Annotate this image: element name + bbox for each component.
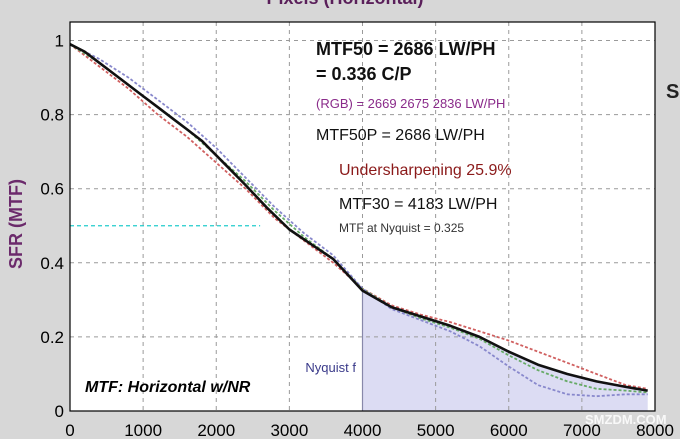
y-tick-label: 0.2 bbox=[40, 328, 64, 347]
y-tick-labels: 0 0.2 0.4 0.6 0.8 1 bbox=[40, 32, 64, 421]
x-tick-label: 7000 bbox=[563, 421, 601, 439]
x-tick-label: 6000 bbox=[490, 421, 528, 439]
undersharpening-annotation: Undersharpening 25.9% bbox=[339, 162, 512, 179]
x-tick-label: 0 bbox=[65, 421, 74, 439]
rgb-mtf50-annotation: (RGB) = 2669 2675 2836 LW/PH bbox=[316, 96, 505, 111]
x-tick-label: 4000 bbox=[344, 421, 382, 439]
y-tick-label: 0.8 bbox=[40, 106, 64, 125]
series-layer bbox=[69, 43, 648, 398]
mtf50-cp-annotation: = 0.336 C/P bbox=[316, 64, 412, 84]
mtf50p-annotation: MTF50P = 2686 LW/PH bbox=[316, 127, 485, 144]
y-axis-label: SFR (MTF) bbox=[6, 179, 26, 269]
series-line-blue bbox=[69, 43, 648, 398]
x-tick-label: 2000 bbox=[197, 421, 235, 439]
nyquist-label: Nyquist f bbox=[305, 360, 356, 375]
x-tick-label: 8000 bbox=[636, 421, 674, 439]
mtf30-annotation: MTF30 = 4183 LW/PH bbox=[339, 196, 497, 213]
x-tick-label: 3000 bbox=[270, 421, 308, 439]
nyquist-mtf-annotation: MTF at Nyquist = 0.325 bbox=[339, 221, 464, 235]
x-tick-labels: 0 1000 2000 3000 4000 5000 6000 7000 8000 bbox=[65, 421, 674, 439]
x-tick-label: 5000 bbox=[417, 421, 455, 439]
y-tick-label: 1 bbox=[55, 32, 64, 51]
right-edge-fragment: S bbox=[666, 81, 679, 103]
chart-title-fragment: Pixels (Horizontal) bbox=[266, 0, 423, 8]
x-tick-label: 1000 bbox=[124, 421, 162, 439]
series-line-luminance bbox=[69, 43, 648, 392]
mtf50-annotation: MTF50 = 2686 LW/PH bbox=[316, 39, 496, 59]
chart-caption: MTF: Horizontal w/NR bbox=[85, 379, 251, 396]
y-tick-label: 0 bbox=[55, 402, 64, 421]
y-tick-label: 0.4 bbox=[40, 254, 64, 273]
plot-frame bbox=[69, 21, 656, 412]
y-tick-label: 0.6 bbox=[40, 180, 64, 199]
watermark: SMZDM.COM bbox=[585, 412, 667, 427]
